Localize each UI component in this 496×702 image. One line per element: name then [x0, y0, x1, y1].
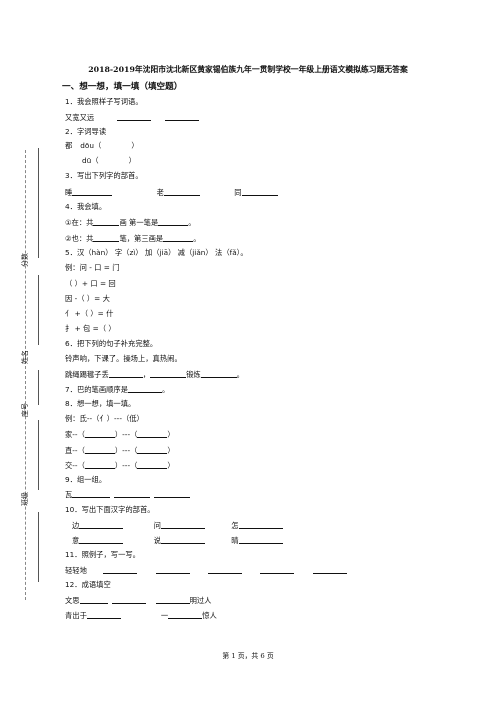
answer-blank[interactable] [128, 384, 163, 393]
answer-blank[interactable] [238, 535, 283, 544]
question-11-row: 轻轻地 [65, 565, 347, 576]
answer-blank[interactable] [168, 610, 203, 619]
answer-blank[interactable] [72, 489, 111, 498]
question-9-row: 瓦 [65, 489, 191, 500]
answer-blank[interactable] [137, 460, 168, 469]
answer-blank[interactable] [72, 187, 113, 196]
answer-blank[interactable] [108, 369, 143, 378]
question-6-line1: 铃声响，下课了。操场上，真热闹。 [65, 354, 182, 363]
answer-blank[interactable] [84, 460, 115, 469]
question-4: 4．我会填。 [65, 202, 107, 211]
question-2: 2．字词导读 [65, 127, 107, 136]
answer-blank[interactable] [103, 565, 138, 574]
question-1-example: 又宽又远 [65, 112, 199, 123]
question-5-row4: 扌 + 包 =（ ） [65, 324, 116, 333]
section-heading: 一、想一想，填一填（填空题） [62, 82, 183, 92]
answer-blank[interactable] [154, 489, 191, 498]
answer-blank[interactable] [312, 565, 347, 574]
binding-line-5 [38, 512, 39, 582]
answer-blank[interactable] [114, 489, 151, 498]
question-10-row1: 边 问 怎 [72, 520, 283, 531]
answer-blank[interactable] [155, 565, 190, 574]
question-10: 10．写出下面汉字的部首。 [65, 505, 155, 514]
answer-blank[interactable] [86, 610, 121, 619]
question-5-row2: 因 -（ ）= 大 [65, 294, 110, 303]
question-4-row2: ②也：共 笔，第三画是。 [65, 233, 201, 243]
seat-label: 座号 [21, 403, 29, 417]
answer-blank[interactable] [160, 520, 205, 529]
question-12: 12．成语填空 [65, 580, 111, 589]
answer-blank[interactable] [93, 233, 120, 242]
question-5-row3: 亻 +（ ）= 什 [65, 309, 114, 318]
answer-blank[interactable] [79, 535, 124, 544]
question-9: 9．组一组。 [65, 475, 107, 484]
answer-blank[interactable] [111, 595, 146, 604]
binding-line-3 [38, 370, 39, 405]
score-label: 分数 [21, 253, 29, 267]
answer-blank[interactable] [137, 445, 168, 454]
answer-blank[interactable] [93, 217, 120, 226]
answer-blank[interactable] [158, 217, 189, 226]
question-8-row1: 家--（ ）---（） [65, 429, 175, 439]
answer-blank[interactable] [260, 565, 295, 574]
question-4-row1: ①在：共画 第一笔是。 [65, 217, 196, 227]
name-label: 姓名 [21, 350, 29, 364]
answer-blank[interactable] [84, 429, 115, 438]
answer-blank[interactable] [155, 595, 190, 604]
question-2-row1: 都 dōu（） [65, 141, 139, 150]
question-5-example: 例：问 - 口 = 门 [65, 263, 120, 272]
question-10-row2: 意 说 晴 [72, 535, 283, 546]
answer-blank[interactable] [163, 233, 194, 242]
answer-blank[interactable] [207, 565, 242, 574]
class-label: 班级 [21, 492, 29, 506]
question-8-example: 例：氐--（亻）---（低） [65, 414, 144, 423]
question-5-row1: （ ）+ 口 = 回 [65, 279, 116, 288]
page-footer: 第 1 页，共 6 页 [222, 652, 274, 660]
question-8-row3: 交--（ ）---（） [65, 460, 175, 470]
question-6-line2: 跳绳踢毽子丢，锻炼。 [65, 369, 244, 379]
document-title: 2018-2019年沈阳市沈北新区黄家锡伯族九年一贯制学校一年级上册语文模拟练习… [88, 65, 408, 74]
answer-blank[interactable] [241, 187, 278, 196]
answer-blank[interactable] [116, 112, 151, 121]
answer-blank[interactable] [163, 187, 200, 196]
question-12-row2: 青出于一惊人 [65, 610, 217, 620]
answer-blank[interactable] [160, 535, 205, 544]
binding-line-4 [38, 420, 39, 490]
question-11: 11．照例子，写一写。 [65, 550, 140, 559]
answer-blank[interactable] [200, 369, 237, 378]
question-1: 1．我会照样子写词语。 [65, 97, 143, 106]
binding-line-top [38, 148, 39, 258]
question-12-row1: 文思 明过人 [65, 595, 212, 605]
answer-blank[interactable] [79, 520, 124, 529]
answer-blank[interactable] [84, 445, 115, 454]
answer-blank[interactable] [150, 369, 187, 378]
question-7: 7．巴的笔画顺序是。 [65, 384, 170, 394]
answer-blank[interactable] [238, 520, 283, 529]
answer-blank[interactable] [79, 595, 108, 604]
question-8-row2: 直--（ ）---（） [65, 445, 175, 455]
question-2-row2: dū（） [82, 156, 136, 165]
question-3-row: 睡 老 同 [65, 187, 278, 198]
question-5: 5．汉（hàn） 字（zì） 加（jiā） 减（jiǎn） 法（fǎ）。 [65, 248, 248, 257]
binding-line-2 [38, 275, 39, 345]
question-3: 3．写出下列字的部首。 [65, 171, 143, 180]
answer-blank[interactable] [164, 112, 199, 121]
answer-blank[interactable] [137, 429, 168, 438]
question-8: 8．想一想，填一填。 [65, 399, 136, 408]
binding-dashed-line [25, 150, 26, 600]
question-6: 6．把下列的句子补充完整。 [65, 339, 158, 348]
